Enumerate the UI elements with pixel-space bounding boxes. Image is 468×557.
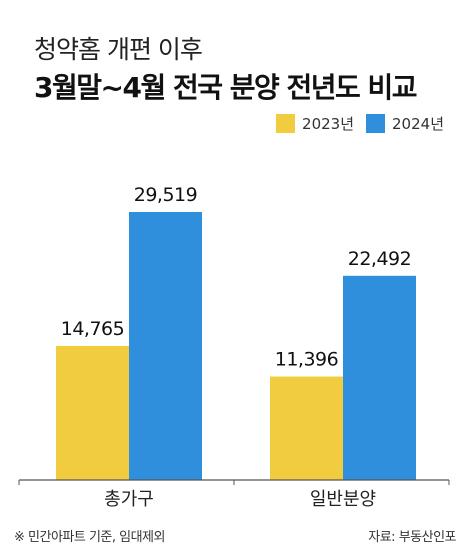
chart-title: 3월말~4월 전국 분양 전년도 비교 xyxy=(34,71,418,104)
legend-item-2024: 2024년 xyxy=(366,113,444,134)
data-label-1-0: 11,396 xyxy=(275,349,338,371)
source-credit: 자료: 부동산인포 xyxy=(368,530,456,545)
legend-swatch-2023 xyxy=(276,114,296,133)
bar-1-1 xyxy=(343,275,416,480)
data-label-1-1: 22,492 xyxy=(348,248,411,270)
data-label-0-1: 29,519 xyxy=(134,184,197,206)
data-label-0-0: 14,765 xyxy=(61,318,124,340)
legend-swatch-2024 xyxy=(366,114,386,133)
bar-0-0 xyxy=(56,345,129,480)
chart-subtitle: 청약홈 개편 이후 xyxy=(34,35,203,64)
footnote: ※ 민간아파트 기준, 임대제외 xyxy=(14,530,165,545)
category-label-0: 총가구 xyxy=(104,489,154,510)
legend: 2023년 2024년 xyxy=(276,113,444,134)
legend-label-2023: 2023년 xyxy=(302,115,355,133)
category-label-1: 일반분양 xyxy=(310,489,376,510)
legend-item-2023: 2023년 xyxy=(276,113,354,134)
bar-1-0 xyxy=(270,376,343,480)
legend-label-2024: 2024년 xyxy=(392,115,444,133)
bar-0-1 xyxy=(129,212,202,480)
